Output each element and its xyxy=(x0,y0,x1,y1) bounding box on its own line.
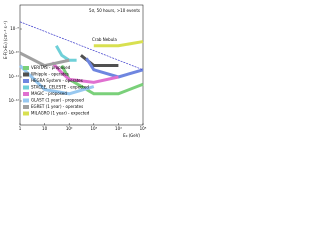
legend-swatch xyxy=(23,98,29,103)
x-tick-label: 1 xyxy=(19,126,22,131)
y-axis-label: E·F(>E₀) (cm⁻² s⁻¹) xyxy=(3,21,8,59)
series-line xyxy=(85,57,144,79)
reference-line xyxy=(19,21,144,71)
series-line xyxy=(50,61,119,84)
legend-swatch xyxy=(23,79,29,83)
y-tick-label: 10⁻¹⁰ xyxy=(9,50,20,55)
chart: 5σ, 50 hours, >10 events E·F(>E₀) (cm⁻² … xyxy=(3,4,147,138)
series-line xyxy=(55,45,77,62)
x-tick-label: 10² xyxy=(66,126,73,131)
legend-swatch xyxy=(23,105,29,109)
page: 5σ, 50 hours, >10 events E·F(>E₀) (cm⁻² … xyxy=(3,4,147,138)
series-line xyxy=(93,40,144,48)
reference-label: Crab Nebula xyxy=(92,37,117,42)
x-tick-label: 10⁴ xyxy=(115,126,122,131)
series-line xyxy=(19,51,70,68)
legend-label: MAGIC - proposed xyxy=(31,91,67,96)
legend-label: GLAST (1 year) - proposed xyxy=(31,98,84,103)
series-line xyxy=(80,54,119,68)
legend-swatch xyxy=(23,92,29,96)
series-line xyxy=(60,64,144,96)
legend-label: EGRET (1 year) - operates xyxy=(31,104,83,109)
legend-swatch xyxy=(23,72,29,77)
y-tick-label: 10⁻¹² xyxy=(9,98,20,103)
legend-swatch xyxy=(23,111,29,116)
note: 5σ, 50 hours, >10 events xyxy=(89,8,140,13)
x-tick-label: 10 xyxy=(42,126,48,131)
x-axis-label: E₀ (GeV) xyxy=(123,133,140,138)
y-tick-label: 10⁻⁹ xyxy=(10,26,19,31)
legend-swatch xyxy=(23,66,29,70)
legend-label: VERITAS - proposed xyxy=(31,65,71,70)
y-tick-label: 10⁻¹¹ xyxy=(9,74,20,79)
legend-label: STACEE, CELESTE - expected xyxy=(31,85,89,90)
x-tick-label: 10⁵ xyxy=(140,126,147,131)
legend-label: HEGRA System - operates xyxy=(31,78,83,83)
series-line xyxy=(18,64,95,96)
legend-label: Whipple - operates xyxy=(31,72,69,77)
x-tick-label: 10³ xyxy=(90,126,97,131)
legend-swatch xyxy=(23,85,29,90)
plot-frame xyxy=(19,4,144,126)
legend-label: MILAGRO (1 year) - expected xyxy=(31,111,90,116)
